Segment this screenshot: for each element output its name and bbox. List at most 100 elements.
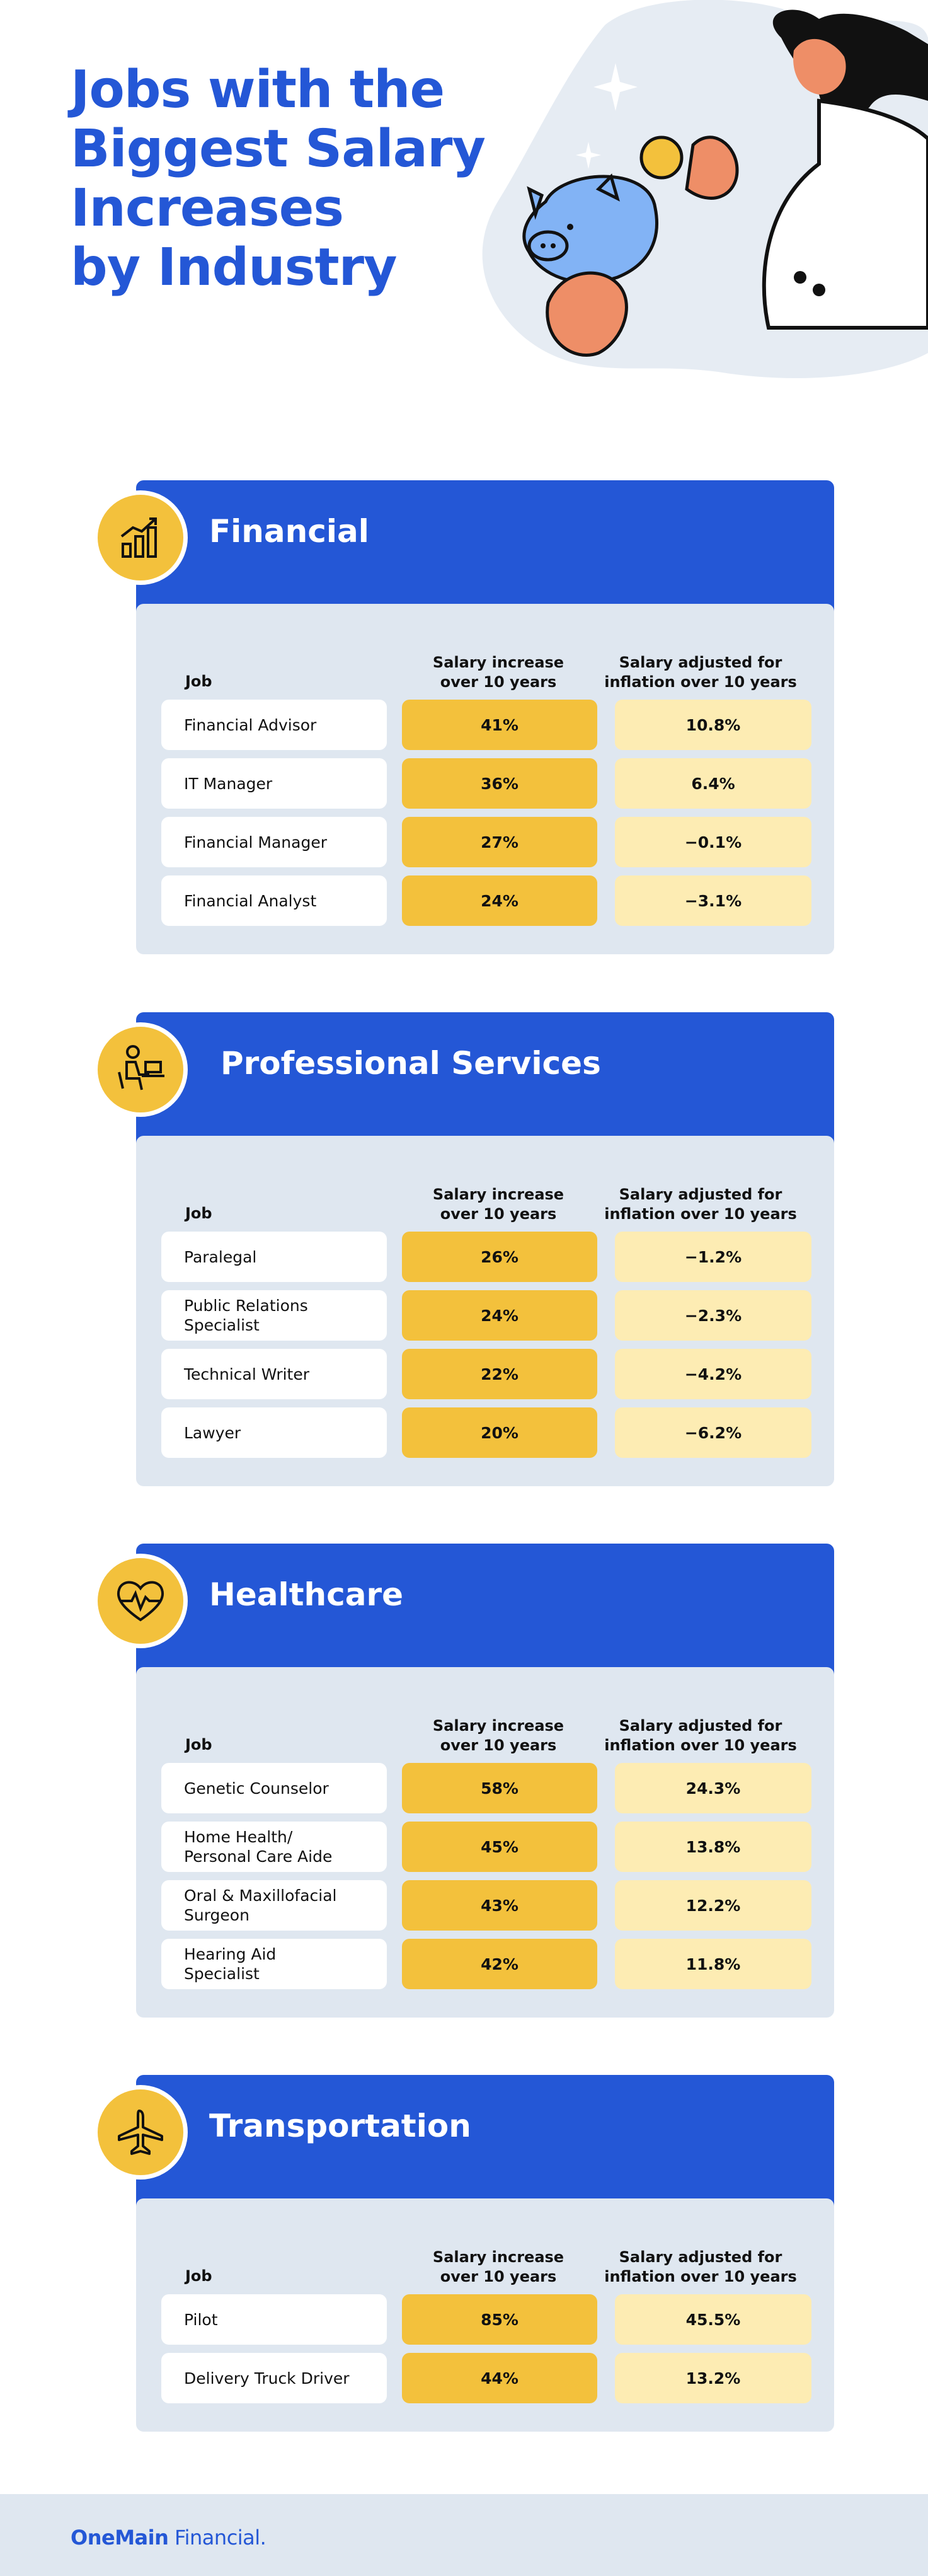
increase-cell: 43% [402, 1880, 597, 1931]
increase-cell: 27% [402, 817, 597, 867]
section-header [136, 1544, 834, 1689]
section-header [136, 480, 834, 625]
column-header-line: inflation over 10 years [604, 673, 797, 691]
table-row: IT Manager 36% 6.4% [161, 758, 811, 809]
person-at-laptop-icon [118, 1045, 164, 1090]
section-title: Transportation [209, 2108, 471, 2144]
increase-cell: 22% [402, 1349, 597, 1399]
column-header-line: Salary increase [432, 654, 564, 671]
column-header-line: over 10 years [440, 1205, 557, 1223]
column-header-line: inflation over 10 years [604, 2268, 797, 2285]
column-header-line: Salary adjusted for [619, 2248, 782, 2266]
column-header-line: Salary increase [432, 1717, 564, 1735]
section-title: Financial [209, 513, 369, 550]
page-title: Jobs with the Biggest Salary Increases b… [71, 61, 486, 297]
table-row: Paralegal 26% −1.2% [161, 1232, 811, 1282]
table-row: Financial Manager 27% −0.1% [161, 817, 811, 867]
section-header [136, 2075, 834, 2220]
adjusted-cell: 12.2% [615, 1880, 811, 1931]
data-table: Job Salary increase over 10 years Salary… [136, 2198, 834, 2432]
column-header-line: over 10 years [440, 673, 557, 691]
section-badge [93, 1022, 188, 1117]
column-header-line: Salary increase [432, 1186, 564, 1203]
heartbeat-icon [117, 1581, 164, 1622]
column-header-line: Salary increase [432, 2248, 564, 2266]
increase-cell: 85% [402, 2294, 597, 2345]
adjusted-cell: 13.2% [615, 2353, 811, 2403]
airplane-icon [118, 2110, 163, 2155]
column-header-line: inflation over 10 years [604, 1205, 797, 1223]
table-row: Pilot 85% 45.5% [161, 2294, 811, 2345]
column-header-adjusted: Salary adjusted for inflation over 10 ye… [602, 2248, 799, 2287]
adjusted-cell: −6.2% [615, 1407, 811, 1458]
brand-logo[interactable]: OneMain Financial. [71, 2526, 266, 2550]
column-header-job: Job [185, 673, 212, 690]
job-cell-line: Personal Care Aide [184, 1847, 333, 1866]
column-header-job: Job [185, 2267, 212, 2285]
column-header-increase: Salary increase over 10 years [401, 1716, 596, 1755]
job-cell: Hearing Aid Specialist [161, 1939, 387, 1989]
increase-cell: 24% [402, 875, 597, 926]
brand-logo-bold: OneMain [71, 2526, 169, 2550]
table-row: Lawyer 20% −6.2% [161, 1407, 811, 1458]
adjusted-cell: 13.8% [615, 1822, 811, 1872]
section-title: Healthcare [209, 1576, 404, 1613]
table-row: Financial Analyst 24% −3.1% [161, 875, 811, 926]
data-table: Job Salary increase over 10 years Salary… [136, 604, 834, 954]
adjusted-cell: 24.3% [615, 1763, 811, 1813]
table-row: Hearing Aid Specialist 42% 11.8% [161, 1939, 811, 1989]
section-professional-services: Professional Services Job Salary increas… [93, 1012, 837, 1491]
increase-cell: 24% [402, 1290, 597, 1341]
section-badge [93, 2085, 188, 2180]
adjusted-cell: 45.5% [615, 2294, 811, 2345]
column-header-adjusted: Salary adjusted for inflation over 10 ye… [602, 653, 799, 692]
column-header-line: over 10 years [440, 1736, 557, 1754]
section-financial: Financial Job Salary increase over 10 ye… [93, 480, 837, 959]
job-cell-line: Specialist [184, 1316, 260, 1334]
section-header [136, 1012, 834, 1157]
column-header-increase: Salary increase over 10 years [401, 2248, 596, 2287]
job-cell: Pilot [161, 2294, 387, 2345]
job-cell: Oral & Maxillofacial Surgeon [161, 1880, 387, 1931]
table-row: Oral & Maxillofacial Surgeon 43% 12.2% [161, 1880, 811, 1931]
job-cell: Genetic Counselor [161, 1763, 387, 1813]
column-header-increase: Salary increase over 10 years [401, 1185, 596, 1224]
section-title: Professional Services [221, 1045, 601, 1082]
brand-logo-rest: Financial. [168, 2526, 266, 2550]
job-cell: Home Health/ Personal Care Aide [161, 1822, 387, 1872]
increase-cell: 58% [402, 1763, 597, 1813]
adjusted-cell: 10.8% [615, 700, 811, 750]
table-row: Technical Writer 22% −4.2% [161, 1349, 811, 1399]
job-cell-line: Oral & Maxillofacial [184, 1886, 337, 1905]
increase-cell: 26% [402, 1232, 597, 1282]
data-table: Job Salary increase over 10 years Salary… [136, 1136, 834, 1486]
title-line: Increases [71, 178, 344, 238]
column-header-adjusted: Salary adjusted for inflation over 10 ye… [602, 1716, 799, 1755]
adjusted-cell: 6.4% [615, 758, 811, 809]
woman-with-piggy-bank-illustration [482, 0, 928, 378]
adjusted-cell: 11.8% [615, 1939, 811, 1989]
column-header-line: inflation over 10 years [604, 1736, 797, 1754]
table-row: Public Relations Specialist 24% −2.3% [161, 1290, 811, 1341]
increase-cell: 20% [402, 1407, 597, 1458]
section-badge [93, 1554, 188, 1648]
job-cell-line: Public Relations [184, 1297, 308, 1315]
column-header-job: Job [185, 1736, 212, 1753]
adjusted-cell: −3.1% [615, 875, 811, 926]
job-cell-line: Specialist [184, 1965, 260, 1983]
table-row: Financial Advisor 41% 10.8% [161, 700, 811, 750]
adjusted-cell: −1.2% [615, 1232, 811, 1282]
job-cell-line: Hearing Aid [184, 1945, 277, 1963]
title-line: by Industry [71, 238, 398, 297]
column-header-adjusted: Salary adjusted for inflation over 10 ye… [602, 1185, 799, 1224]
column-header-line: Salary adjusted for [619, 1717, 782, 1735]
job-cell: Public Relations Specialist [161, 1290, 387, 1341]
table-row: Delivery Truck Driver 44% 13.2% [161, 2353, 811, 2403]
adjusted-cell: −4.2% [615, 1349, 811, 1399]
column-header-line: over 10 years [440, 2268, 557, 2285]
job-cell: Delivery Truck Driver [161, 2353, 387, 2403]
increase-cell: 36% [402, 758, 597, 809]
column-header-job: Job [185, 1204, 212, 1222]
column-header-line: Salary adjusted for [619, 1186, 782, 1203]
section-transportation: Transportation Job Salary increase over … [93, 2075, 837, 2432]
